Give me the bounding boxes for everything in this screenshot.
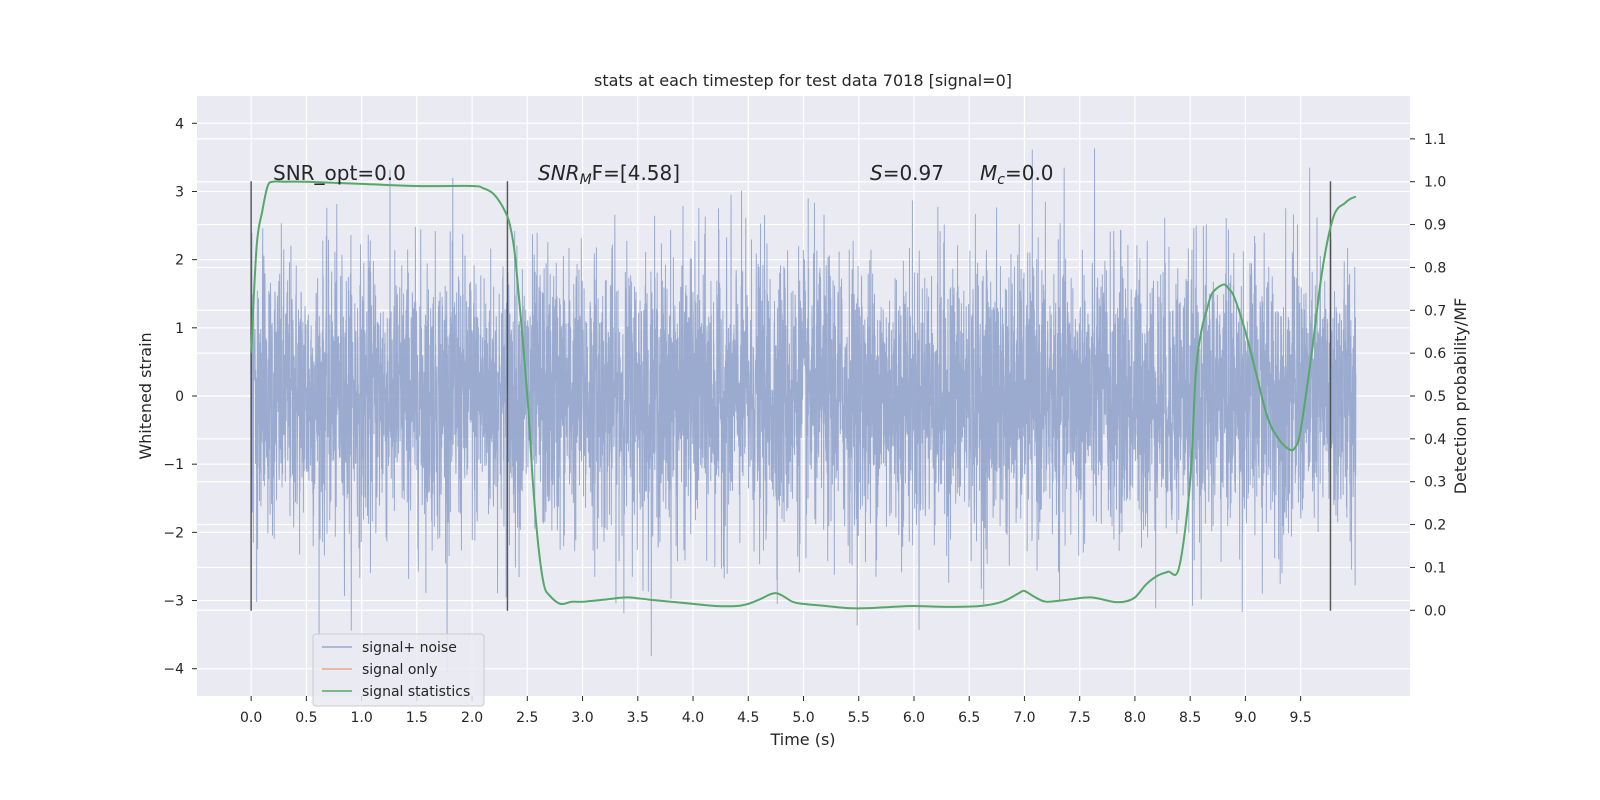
x-tick-label: 7.0 — [1013, 710, 1035, 726]
annotation-snr-opt: SNR_opt=0.0 — [273, 161, 406, 185]
x-tick-label: 9.5 — [1289, 710, 1311, 726]
x-tick-label: 7.5 — [1069, 710, 1091, 726]
x-tick-label: 5.0 — [792, 710, 814, 726]
y-left-axis-label: Whitened strain — [136, 332, 155, 459]
y-right-tick-label: 0.9 — [1424, 218, 1446, 234]
x-tick-label: 8.5 — [1179, 710, 1201, 726]
y-left-tick-label: −1 — [163, 457, 184, 473]
x-tick-label: 1.5 — [406, 710, 428, 726]
y-right-tick-label: 0.0 — [1424, 603, 1446, 619]
x-axis-label: Time (s) — [769, 730, 835, 749]
y-left-tick-labels: 4 3 2 1 0 −1 −2 −3 −4 — [163, 116, 197, 678]
y-left-tick-label: −4 — [163, 662, 184, 678]
annotation-s-value: =0.97 — [883, 161, 944, 185]
y-right-tick-label: 0.6 — [1424, 346, 1446, 362]
x-tick-label: 6.5 — [958, 710, 980, 726]
x-tick-label: 0.0 — [240, 710, 262, 726]
annotation-snr-mf-tail: F=[4.58] — [592, 161, 680, 185]
legend-label-signal: signal only — [362, 662, 437, 678]
y-left-tick-label: 2 — [175, 253, 184, 269]
annotation-mc-value: =0.0 — [1005, 161, 1054, 185]
annotation-mc-sub: c — [997, 172, 1005, 188]
x-tick-label: 5.5 — [848, 710, 870, 726]
noise-series — [250, 148, 1357, 673]
y-right-tick-label: 1.0 — [1424, 175, 1446, 191]
legend: signal+ noise signal only signal statist… — [312, 633, 485, 707]
x-tick-label: 2.5 — [516, 710, 538, 726]
y-left-tick-label: 3 — [175, 184, 184, 200]
y-right-tick-label: 0.8 — [1424, 260, 1446, 276]
x-tick-label: 6.0 — [903, 710, 925, 726]
annotation-snr-mf-sub: M — [580, 172, 592, 188]
y-left-tick-label: −2 — [163, 525, 184, 541]
legend-box — [312, 633, 485, 707]
annotation-s-label: S — [870, 161, 883, 185]
y-right-tick-label: 0.2 — [1424, 518, 1446, 534]
x-tick-label: 9.0 — [1234, 710, 1256, 726]
y-right-tick-label: 0.3 — [1424, 475, 1446, 491]
x-tick-label: 4.0 — [682, 710, 704, 726]
statistics-series — [250, 180, 1357, 610]
x-tick-label: 2.0 — [461, 710, 483, 726]
legend-label-statistics: signal statistics — [362, 684, 470, 700]
chart-title: stats at each timestep for test data 701… — [594, 71, 1012, 90]
annotation-snr-mf: SNRMF=[4.58] — [538, 161, 680, 188]
annotation-s: S=0.97 — [870, 161, 944, 185]
x-tick-label: 8.0 — [1124, 710, 1146, 726]
y-right-tick-labels: 1.1 1.0 0.9 0.8 0.7 0.6 0.5 0.4 0.3 0.2 0.1 0.0 — [1410, 132, 1446, 619]
x-tick-label: 1.0 — [350, 710, 372, 726]
y-left-tick-label: 4 — [175, 116, 184, 132]
y-right-axis-label: Detection probability/MF — [1451, 298, 1470, 495]
y-left-tick-label: 1 — [175, 321, 184, 337]
x-tick-label: 3.5 — [627, 710, 649, 726]
y-right-tick-label: 0.5 — [1424, 389, 1446, 405]
y-right-tick-label: 1.1 — [1424, 132, 1446, 148]
y-left-tick-label: 0 — [175, 389, 184, 405]
annotation-mc: Mc=0.0 — [980, 161, 1054, 188]
noise-line — [250, 148, 1357, 673]
x-tick-label: 3.0 — [571, 710, 593, 726]
annotation-mc-label: M — [980, 161, 997, 185]
statistics-line — [250, 180, 1357, 610]
legend-label-noise: signal+ noise — [362, 640, 457, 656]
x-tick-label: 0.5 — [295, 710, 317, 726]
y-right-tick-label: 0.7 — [1424, 303, 1446, 319]
y-right-tick-label: 0.4 — [1424, 432, 1446, 448]
vertical-markers — [250, 181, 1332, 611]
y-left-tick-label: −3 — [163, 594, 184, 610]
x-tick-label: 4.5 — [737, 710, 759, 726]
annotation-snr-mf-label: SNR — [538, 161, 580, 185]
x-tick-labels: 0.0 0.5 1.0 1.5 2.0 2.5 3.0 3.5 4.0 4.5 5.0 5.5 6.0 6… — [240, 696, 1312, 726]
annotations: SNR_opt=0.0 SNRMF=[4.58] S=0.97 Mc=0.0 — [273, 161, 1054, 188]
y-right-tick-label: 0.1 — [1424, 560, 1446, 576]
